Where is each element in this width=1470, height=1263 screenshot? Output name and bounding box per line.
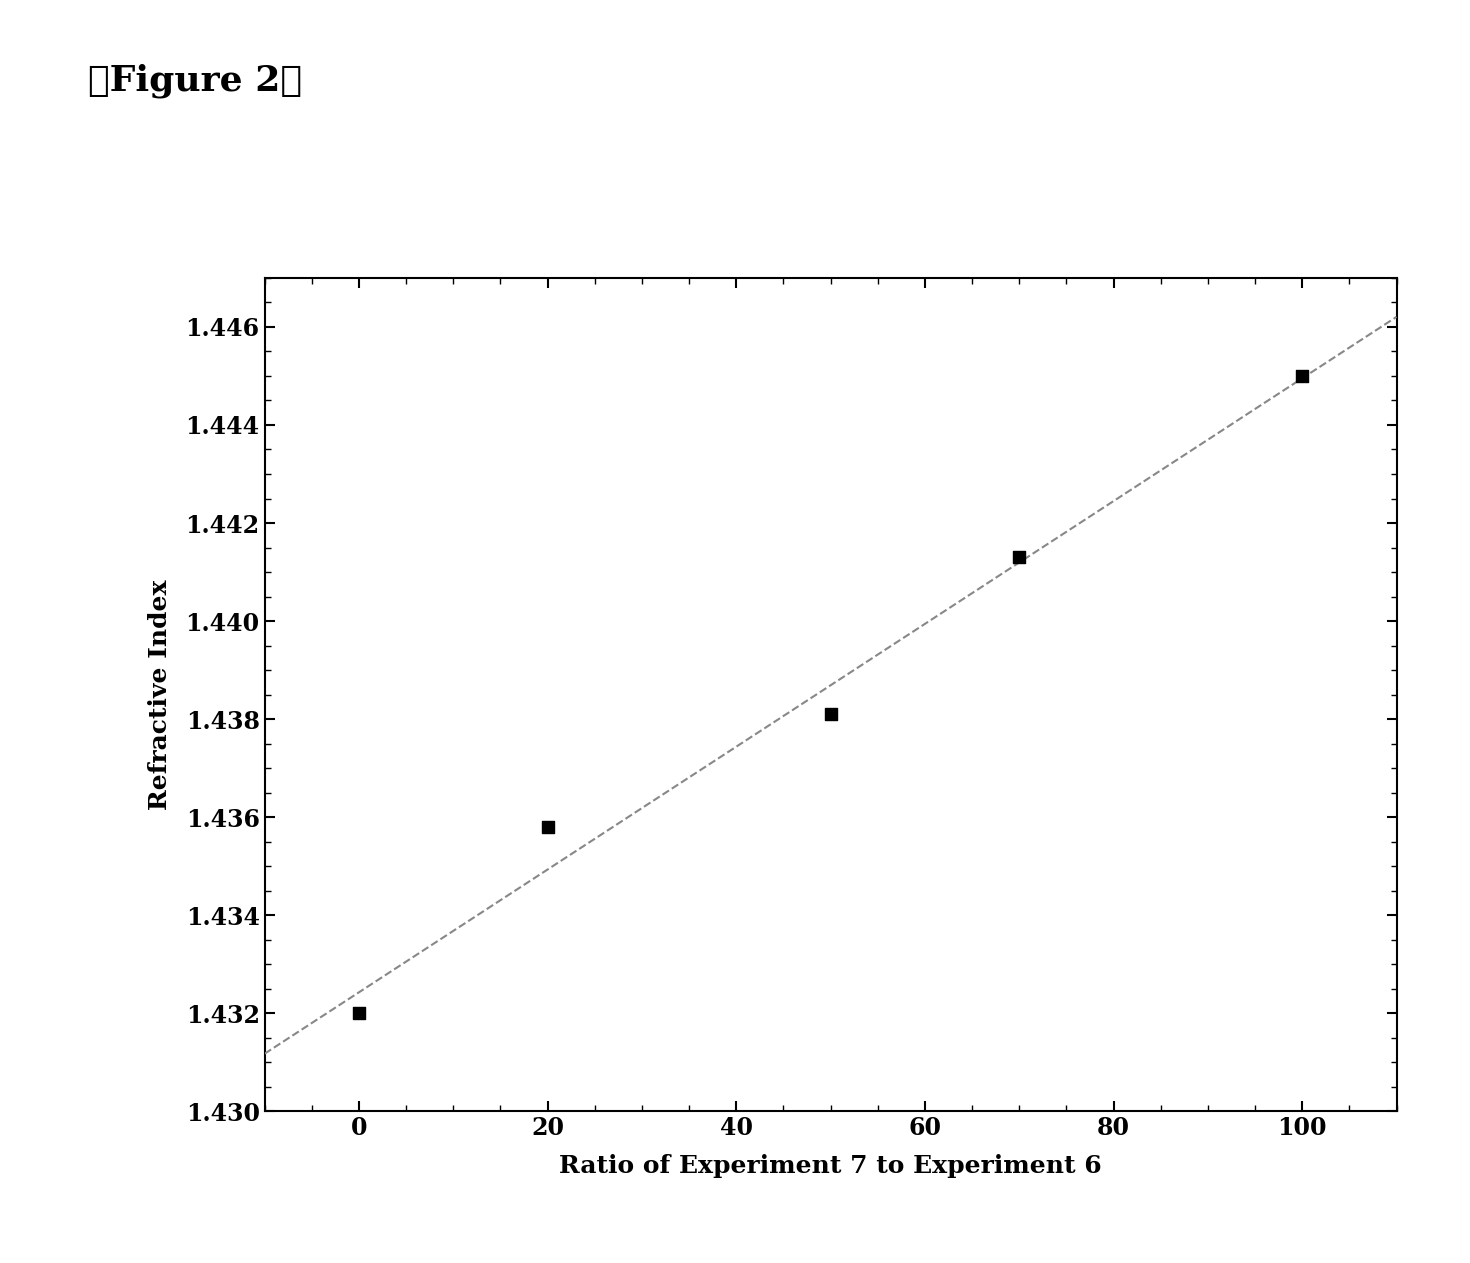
Point: [535, 817, 559, 837]
Point: [819, 705, 842, 725]
Text: 』Figure 2』: 』Figure 2』: [88, 63, 303, 97]
Y-axis label: Refractive Index: Refractive Index: [147, 580, 172, 810]
Point: [1291, 366, 1314, 386]
Point: [347, 1003, 370, 1023]
Point: [1007, 547, 1030, 567]
X-axis label: Ratio of Experiment 7 to Experiment 6: Ratio of Experiment 7 to Experiment 6: [559, 1154, 1102, 1178]
